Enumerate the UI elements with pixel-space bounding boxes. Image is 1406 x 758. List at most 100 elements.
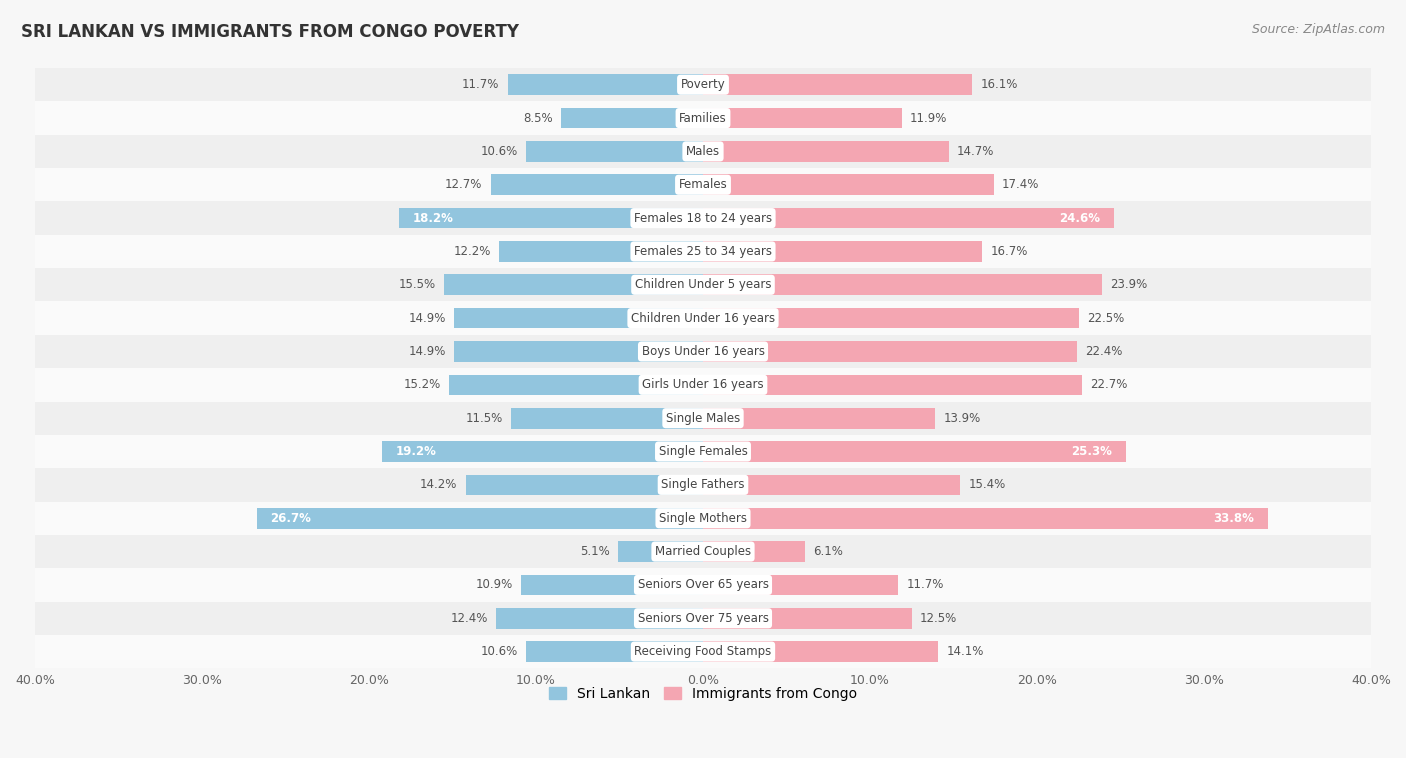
Bar [499, 241, 703, 262]
Text: 19.2%: 19.2% [395, 445, 437, 458]
Text: 11.5%: 11.5% [465, 412, 502, 424]
Bar [454, 341, 703, 362]
Text: 10.6%: 10.6% [481, 645, 517, 658]
Text: Poverty: Poverty [681, 78, 725, 91]
Bar [35, 268, 1371, 302]
Text: Seniors Over 75 years: Seniors Over 75 years [637, 612, 769, 625]
Text: 5.1%: 5.1% [579, 545, 609, 558]
Text: Children Under 5 years: Children Under 5 years [634, 278, 772, 291]
Text: Single Mothers: Single Mothers [659, 512, 747, 525]
Bar [35, 468, 1371, 502]
Bar [508, 74, 703, 95]
Text: 14.9%: 14.9% [408, 312, 446, 324]
Bar [703, 141, 949, 161]
Bar [35, 602, 1371, 635]
Bar [703, 108, 901, 128]
Bar [35, 302, 1371, 335]
Text: Receiving Food Stamps: Receiving Food Stamps [634, 645, 772, 658]
Text: 18.2%: 18.2% [412, 211, 453, 224]
Bar [465, 475, 703, 495]
Legend: Sri Lankan, Immigrants from Congo: Sri Lankan, Immigrants from Congo [544, 681, 862, 706]
Bar [496, 608, 703, 628]
Bar [703, 608, 911, 628]
Text: 11.7%: 11.7% [907, 578, 945, 591]
Text: Families: Families [679, 111, 727, 124]
Bar [510, 408, 703, 428]
Bar [35, 102, 1371, 135]
Text: 15.5%: 15.5% [399, 278, 436, 291]
Text: Children Under 16 years: Children Under 16 years [631, 312, 775, 324]
Bar [703, 374, 1083, 395]
Bar [35, 368, 1371, 402]
Bar [703, 541, 804, 562]
Text: 22.4%: 22.4% [1085, 345, 1123, 358]
Text: 24.6%: 24.6% [1060, 211, 1101, 224]
Bar [35, 435, 1371, 468]
Text: 13.9%: 13.9% [943, 412, 981, 424]
Text: Source: ZipAtlas.com: Source: ZipAtlas.com [1251, 23, 1385, 36]
Bar [561, 108, 703, 128]
Bar [35, 502, 1371, 535]
Bar [703, 74, 972, 95]
Text: Single Females: Single Females [658, 445, 748, 458]
Text: 14.9%: 14.9% [408, 345, 446, 358]
Text: 11.9%: 11.9% [910, 111, 948, 124]
Text: Single Fathers: Single Fathers [661, 478, 745, 491]
Bar [35, 635, 1371, 669]
Bar [491, 174, 703, 195]
Bar [703, 274, 1102, 295]
Bar [703, 174, 994, 195]
Bar [399, 208, 703, 228]
Text: Females 18 to 24 years: Females 18 to 24 years [634, 211, 772, 224]
Text: Females 25 to 34 years: Females 25 to 34 years [634, 245, 772, 258]
Text: 10.6%: 10.6% [481, 145, 517, 158]
Bar [35, 135, 1371, 168]
Bar [35, 168, 1371, 202]
Text: 10.9%: 10.9% [475, 578, 513, 591]
Bar [35, 535, 1371, 568]
Bar [703, 575, 898, 595]
Bar [703, 308, 1078, 328]
Bar [703, 475, 960, 495]
Text: Married Couples: Married Couples [655, 545, 751, 558]
Bar [444, 274, 703, 295]
Text: 16.7%: 16.7% [990, 245, 1028, 258]
Bar [35, 235, 1371, 268]
Bar [449, 374, 703, 395]
Text: Girls Under 16 years: Girls Under 16 years [643, 378, 763, 391]
Bar [35, 202, 1371, 235]
Text: 14.2%: 14.2% [420, 478, 457, 491]
Text: 22.5%: 22.5% [1087, 312, 1125, 324]
Bar [382, 441, 703, 462]
Bar [35, 335, 1371, 368]
Text: 12.4%: 12.4% [450, 612, 488, 625]
Text: 15.2%: 15.2% [404, 378, 441, 391]
Text: 12.2%: 12.2% [454, 245, 491, 258]
Text: 23.9%: 23.9% [1111, 278, 1147, 291]
Bar [526, 641, 703, 662]
Text: 16.1%: 16.1% [980, 78, 1018, 91]
Text: 17.4%: 17.4% [1002, 178, 1039, 191]
Text: Females: Females [679, 178, 727, 191]
Text: 12.7%: 12.7% [446, 178, 482, 191]
Bar [454, 308, 703, 328]
Text: Males: Males [686, 145, 720, 158]
Bar [703, 441, 1126, 462]
Text: 22.7%: 22.7% [1091, 378, 1128, 391]
Bar [35, 568, 1371, 602]
Text: 14.7%: 14.7% [957, 145, 994, 158]
Text: 6.1%: 6.1% [813, 545, 844, 558]
Text: 14.1%: 14.1% [946, 645, 984, 658]
Text: 25.3%: 25.3% [1071, 445, 1112, 458]
Bar [703, 341, 1077, 362]
Bar [257, 508, 703, 528]
Bar [35, 68, 1371, 102]
Text: 11.7%: 11.7% [461, 78, 499, 91]
Text: SRI LANKAN VS IMMIGRANTS FROM CONGO POVERTY: SRI LANKAN VS IMMIGRANTS FROM CONGO POVE… [21, 23, 519, 41]
Text: Boys Under 16 years: Boys Under 16 years [641, 345, 765, 358]
Bar [522, 575, 703, 595]
Text: 33.8%: 33.8% [1213, 512, 1254, 525]
Text: 15.4%: 15.4% [969, 478, 1005, 491]
Text: 26.7%: 26.7% [270, 512, 311, 525]
Bar [703, 508, 1268, 528]
